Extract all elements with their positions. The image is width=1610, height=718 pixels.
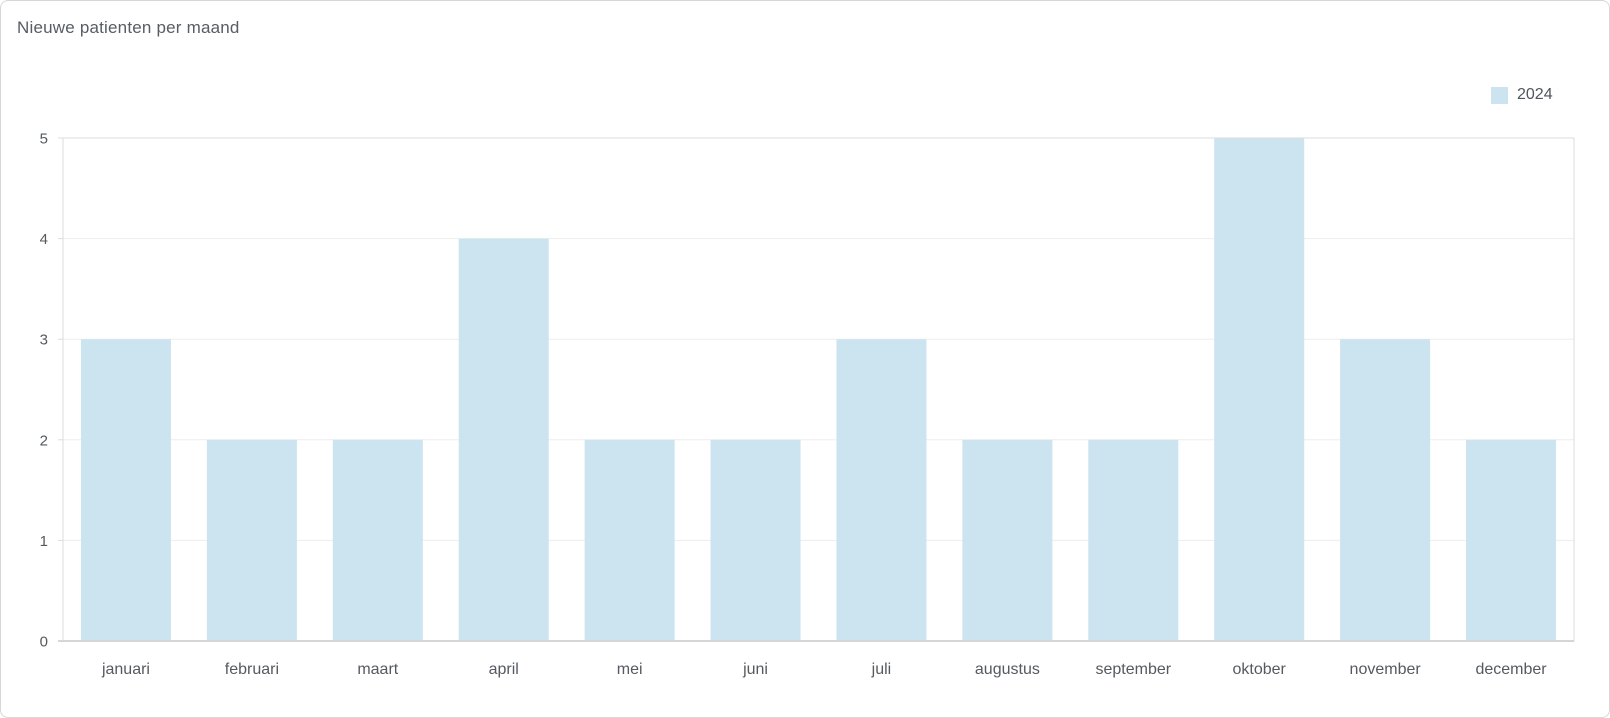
bar-december[interactable] [1466, 439, 1557, 641]
x-axis-label: juni [742, 661, 768, 678]
bar-februari[interactable] [206, 439, 297, 641]
x-axis-label: mei [617, 661, 643, 678]
bar-augustus[interactable] [962, 439, 1053, 641]
bar-januari[interactable] [80, 339, 171, 641]
y-axis-label: 0 [40, 634, 48, 651]
bar-april[interactable] [458, 238, 549, 641]
bar-maart[interactable] [332, 439, 423, 641]
x-axis-label: maart [357, 661, 398, 678]
y-axis-label: 3 [40, 332, 48, 349]
x-axis-label: september [1095, 661, 1171, 678]
x-axis-label: oktober [1233, 661, 1287, 678]
bar-september[interactable] [1088, 439, 1179, 641]
bar-oktober[interactable] [1214, 138, 1305, 641]
legend-label: 2024 [1517, 86, 1553, 103]
y-axis-label: 5 [40, 131, 48, 148]
x-axis-label: april [489, 661, 519, 678]
x-axis-label: augustus [975, 661, 1040, 678]
legend-swatch [1491, 86, 1508, 104]
chart-title: Nieuwe patienten per maand [17, 18, 240, 37]
y-axis-label: 1 [40, 533, 48, 550]
legend-item-2024[interactable]: 2024 [1491, 86, 1553, 104]
bar-mei[interactable] [584, 439, 675, 641]
x-axis-label: november [1350, 661, 1422, 678]
y-axis-label: 4 [40, 231, 48, 248]
x-axis-label: juli [871, 661, 892, 678]
x-axis-label: januari [101, 661, 150, 678]
x-axis-label: december [1475, 661, 1547, 678]
bar-juni[interactable] [710, 439, 801, 641]
y-axis-label: 2 [40, 432, 48, 449]
bar-november[interactable] [1340, 339, 1431, 641]
bar-juli[interactable] [836, 339, 927, 641]
x-axis-label: februari [225, 661, 279, 678]
